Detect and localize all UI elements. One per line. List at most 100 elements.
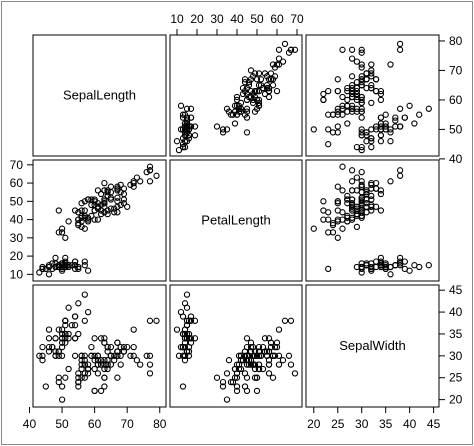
data-point bbox=[334, 207, 341, 214]
data-point bbox=[58, 330, 66, 338]
panel-petallength-vs-petallength: PetalLength bbox=[169, 159, 303, 282]
data-point bbox=[185, 123, 193, 130]
data-point bbox=[363, 84, 370, 92]
data-point bbox=[233, 383, 241, 390]
data-point bbox=[279, 357, 287, 364]
data-point bbox=[358, 114, 365, 121]
data-point bbox=[183, 105, 191, 112]
data-point bbox=[84, 216, 92, 223]
data-point bbox=[348, 178, 356, 185]
data-point bbox=[58, 339, 66, 346]
data-point bbox=[247, 67, 255, 74]
data-point bbox=[358, 79, 365, 86]
data-point bbox=[187, 317, 195, 324]
data-point bbox=[247, 76, 255, 83]
data-point bbox=[358, 168, 365, 176]
data-point bbox=[107, 194, 115, 201]
data-point bbox=[358, 146, 365, 154]
data-point bbox=[62, 260, 69, 267]
data-point bbox=[130, 179, 137, 187]
data-point bbox=[104, 210, 111, 218]
data-point bbox=[339, 216, 346, 223]
data-point bbox=[117, 189, 124, 196]
data-point bbox=[358, 196, 365, 203]
data-point bbox=[377, 114, 385, 121]
data-point bbox=[146, 163, 154, 170]
data-point bbox=[39, 263, 46, 271]
data-point bbox=[62, 317, 69, 324]
data-point bbox=[81, 262, 88, 269]
data-point bbox=[84, 218, 92, 225]
data-point bbox=[339, 187, 346, 194]
data-point bbox=[396, 258, 404, 265]
data-point bbox=[101, 383, 108, 390]
data-point bbox=[255, 343, 263, 351]
data-point bbox=[120, 196, 128, 203]
data-point bbox=[107, 352, 115, 359]
data-point bbox=[65, 218, 72, 225]
data-point bbox=[101, 357, 108, 364]
data-point bbox=[173, 138, 181, 145]
data-point bbox=[416, 111, 423, 118]
data-point bbox=[91, 357, 98, 364]
tick-label-sepalwidth: 30 bbox=[449, 349, 463, 363]
data-point bbox=[65, 304, 72, 311]
tick-label-petallength: 10 bbox=[10, 267, 24, 281]
tick-label-petallength: 20 bbox=[10, 249, 24, 263]
data-point bbox=[75, 220, 82, 227]
data-point bbox=[42, 265, 49, 273]
tick-label-petallength: 50 bbox=[10, 194, 24, 208]
data-point bbox=[320, 96, 327, 104]
data-point bbox=[233, 111, 241, 118]
data-point bbox=[177, 126, 185, 133]
tick-label-sepalwidth: 30 bbox=[355, 417, 369, 431]
data-point bbox=[78, 212, 85, 220]
data-point bbox=[91, 216, 98, 223]
data-point bbox=[358, 178, 365, 185]
data-point bbox=[368, 135, 375, 142]
data-point bbox=[406, 102, 413, 109]
data-point bbox=[133, 174, 141, 181]
data-point bbox=[65, 335, 72, 342]
data-point bbox=[97, 335, 105, 342]
data-point bbox=[153, 172, 160, 179]
data-point bbox=[71, 207, 79, 214]
data-point bbox=[255, 70, 263, 77]
data-point bbox=[267, 76, 275, 83]
data-point bbox=[173, 326, 181, 333]
data-point bbox=[181, 138, 189, 145]
data-point bbox=[65, 263, 72, 271]
data-point bbox=[94, 203, 102, 210]
data-point bbox=[233, 370, 241, 377]
data-point bbox=[183, 322, 191, 329]
data-point bbox=[372, 185, 380, 192]
data-point bbox=[62, 234, 69, 241]
variable-label-sepalwidth: SepalWidth bbox=[339, 338, 405, 353]
data-point bbox=[94, 187, 102, 194]
data-point bbox=[339, 163, 346, 170]
data-point bbox=[183, 317, 191, 324]
data-point bbox=[127, 181, 134, 189]
data-point bbox=[348, 203, 356, 210]
data-point bbox=[58, 229, 66, 236]
data-point bbox=[348, 187, 356, 194]
data-point bbox=[334, 87, 341, 95]
data-point bbox=[117, 201, 124, 209]
data-point bbox=[425, 105, 432, 112]
data-point bbox=[49, 260, 56, 267]
data-point bbox=[241, 383, 249, 390]
data-point bbox=[146, 361, 154, 368]
data-point bbox=[239, 357, 247, 364]
data-point bbox=[81, 370, 88, 377]
data-point bbox=[45, 262, 53, 269]
data-point bbox=[269, 61, 277, 68]
data-point bbox=[267, 70, 275, 77]
data-point bbox=[334, 183, 341, 190]
data-point bbox=[219, 126, 227, 133]
data-point bbox=[62, 339, 69, 346]
data-point bbox=[94, 200, 102, 207]
data-point bbox=[114, 352, 121, 359]
data-point bbox=[52, 260, 59, 267]
tick-label-petallength: 30 bbox=[210, 12, 224, 26]
